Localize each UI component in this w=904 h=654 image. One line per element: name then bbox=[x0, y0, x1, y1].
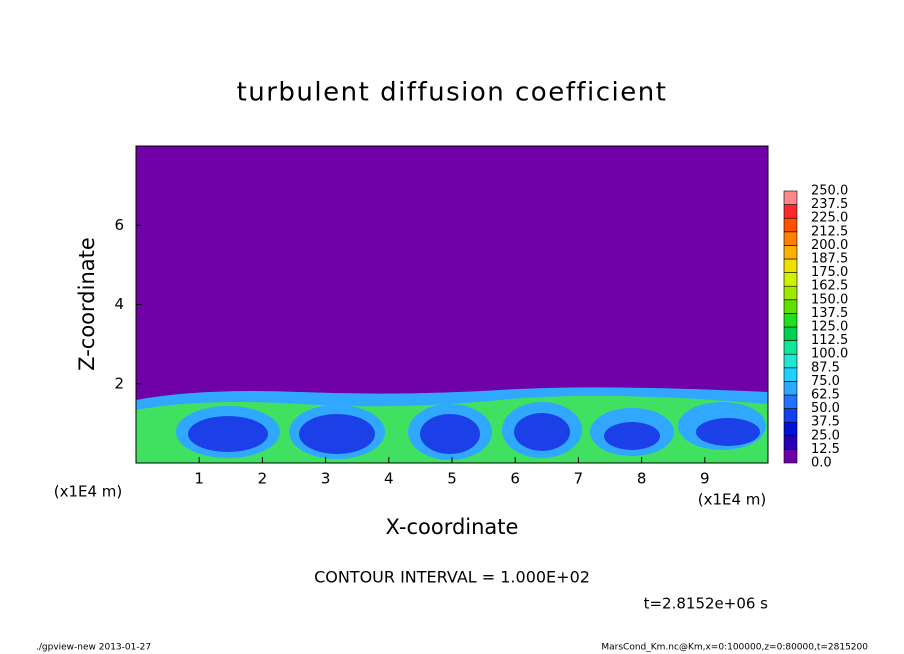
x-unit-label: (x1E4 m) bbox=[698, 491, 767, 509]
x-tick-label: 3 bbox=[321, 470, 331, 488]
colorbar-cell bbox=[783, 381, 798, 396]
colorbar-label: 200.0 bbox=[811, 238, 848, 253]
chart-title: turbulent diffusion coefficient bbox=[237, 78, 668, 108]
colorbar-label: 37.5 bbox=[811, 415, 840, 430]
colorbar-cell bbox=[783, 299, 798, 314]
eddy bbox=[604, 422, 660, 450]
x-unit-label: (x1E4 m) bbox=[54, 483, 123, 501]
x-tick-label: 6 bbox=[510, 470, 520, 488]
colorbar-cell bbox=[783, 272, 798, 287]
colorbar-label: 50.0 bbox=[811, 401, 840, 416]
colorbar-label: 137.5 bbox=[811, 306, 848, 321]
colorbar-label: 187.5 bbox=[811, 252, 848, 267]
x-tick-label: 1 bbox=[194, 470, 204, 488]
colorbar-label: 100.0 bbox=[811, 347, 848, 362]
colorbar-label: 75.0 bbox=[811, 374, 840, 389]
colorbar-cell bbox=[783, 340, 798, 355]
colorbar-cell bbox=[783, 204, 798, 219]
x-tick-label: 7 bbox=[574, 470, 584, 488]
colorbar-label: 162.5 bbox=[811, 279, 848, 294]
x-axis-label: X-coordinate bbox=[386, 515, 519, 539]
x-tick-label: 2 bbox=[258, 470, 268, 488]
colorbar-cell bbox=[783, 217, 798, 233]
colorbar-cell bbox=[783, 435, 798, 450]
colorbar-cell bbox=[783, 394, 798, 409]
colorbar-label: 62.5 bbox=[811, 388, 840, 403]
colorbar-cell bbox=[783, 449, 798, 464]
contour-interval: CONTOUR INTERVAL = 1.000E+02 bbox=[314, 568, 590, 587]
colorbar-label: 175.0 bbox=[811, 265, 848, 280]
eddy bbox=[299, 414, 375, 454]
colorbar-label: 87.5 bbox=[811, 360, 840, 375]
eddy bbox=[420, 414, 480, 454]
colorbar-label: 25.0 bbox=[811, 428, 840, 443]
colorbar-label: 112.5 bbox=[811, 333, 848, 348]
colorbar-label: 125.0 bbox=[811, 320, 848, 335]
colorbar-cell bbox=[783, 245, 798, 260]
footer-right: MarsCond_Km.nc@Km,x=0:100000,z=0:80000,t… bbox=[601, 643, 868, 653]
y-axis-label: Z-coordinate bbox=[75, 237, 99, 371]
colorbar-label: 212.5 bbox=[811, 224, 848, 239]
colorbar-cell bbox=[783, 190, 798, 205]
colorbar-label: 250.0 bbox=[811, 184, 848, 199]
time-label: t=2.8152e+06 s bbox=[644, 595, 769, 613]
colorbar-label: 225.0 bbox=[811, 211, 848, 226]
x-tick-label: 8 bbox=[637, 470, 647, 488]
colorbar-cell bbox=[783, 258, 798, 273]
x-tick-label: 9 bbox=[700, 470, 710, 488]
colorbar-cell bbox=[783, 326, 798, 341]
colorbar-cell bbox=[783, 231, 798, 246]
eddy bbox=[696, 418, 760, 446]
footer-left: ./gpview-new 2013-01-27 bbox=[36, 643, 151, 653]
colorbar-cell bbox=[783, 421, 798, 437]
colorbar-cell bbox=[783, 313, 798, 328]
x-tick-label: 5 bbox=[447, 470, 457, 488]
colorbar-label: 150.0 bbox=[811, 292, 848, 307]
colorbar-cell bbox=[783, 353, 798, 369]
x-tick-label: 4 bbox=[384, 470, 394, 488]
colorbar-cell bbox=[783, 285, 798, 301]
colorbar-cell bbox=[783, 408, 798, 423]
colorbar-label: 12.5 bbox=[811, 442, 840, 457]
y-tick-label: 2 bbox=[114, 374, 124, 392]
y-tick-label: 4 bbox=[114, 295, 124, 313]
field bbox=[136, 146, 768, 463]
colorbar-cell bbox=[783, 367, 798, 382]
eddy bbox=[188, 416, 268, 452]
colorbar-label: 237.5 bbox=[811, 197, 848, 212]
y-tick-label: 6 bbox=[114, 216, 124, 234]
eddy bbox=[514, 413, 570, 451]
colorbar-label: 0.0 bbox=[811, 456, 832, 471]
